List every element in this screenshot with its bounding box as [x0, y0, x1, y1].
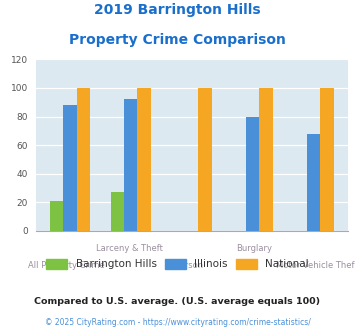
Bar — [77, 88, 90, 231]
Text: Burglary: Burglary — [236, 244, 272, 253]
Bar — [63, 105, 77, 231]
Bar — [50, 201, 63, 231]
Legend: Barrington Hills, Illinois, National: Barrington Hills, Illinois, National — [42, 255, 313, 274]
Bar — [320, 88, 334, 231]
Text: Compared to U.S. average. (U.S. average equals 100): Compared to U.S. average. (U.S. average … — [34, 297, 321, 306]
Bar — [111, 192, 124, 231]
Bar — [198, 88, 212, 231]
Bar — [260, 88, 273, 231]
Text: Motor Vehicle Theft: Motor Vehicle Theft — [276, 261, 355, 270]
Bar — [137, 88, 151, 231]
Bar — [124, 99, 137, 231]
Bar — [246, 116, 260, 231]
Text: Larceny & Theft: Larceny & Theft — [96, 244, 163, 253]
Text: Property Crime Comparison: Property Crime Comparison — [69, 33, 286, 47]
Text: Arson: Arson — [180, 261, 204, 270]
Text: All Property Crime: All Property Crime — [28, 261, 105, 270]
Bar — [307, 134, 320, 231]
Text: 2019 Barrington Hills: 2019 Barrington Hills — [94, 3, 261, 17]
Text: © 2025 CityRating.com - https://www.cityrating.com/crime-statistics/: © 2025 CityRating.com - https://www.city… — [45, 318, 310, 327]
